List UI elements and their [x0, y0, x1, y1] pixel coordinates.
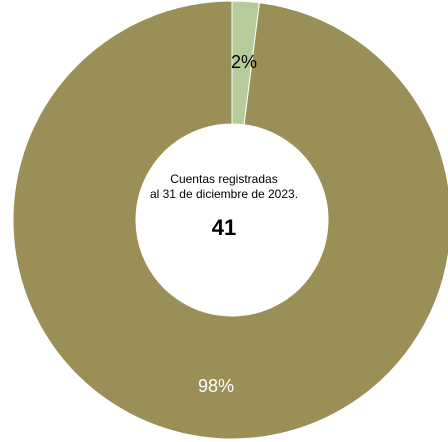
slice-label-2: 98%: [198, 376, 234, 396]
donut-center-label: Cuentas registradas al 31 de diciembre d…: [124, 172, 324, 241]
donut-slice-2: [12, 0, 448, 440]
center-total-value: 41: [211, 215, 237, 240]
slice-label-1: 2%: [231, 52, 257, 72]
center-caption-line-2: al 31 de diciembre de 2023.: [149, 187, 299, 201]
slice-labels: 2% 98%: [198, 52, 257, 396]
center-caption-line-1: Cuentas registradas: [170, 172, 278, 186]
donut-slices: [12, 0, 448, 440]
